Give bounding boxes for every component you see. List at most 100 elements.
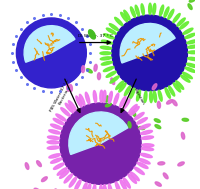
Ellipse shape: [69, 84, 72, 91]
Ellipse shape: [131, 111, 135, 117]
Ellipse shape: [110, 78, 114, 84]
Ellipse shape: [138, 124, 150, 129]
Ellipse shape: [120, 180, 126, 189]
Ellipse shape: [187, 4, 191, 9]
Ellipse shape: [154, 182, 161, 186]
Ellipse shape: [69, 177, 76, 187]
Ellipse shape: [143, 91, 146, 102]
Ellipse shape: [172, 83, 180, 92]
Ellipse shape: [140, 4, 144, 15]
Ellipse shape: [113, 93, 118, 105]
Ellipse shape: [108, 91, 112, 103]
Ellipse shape: [99, 185, 102, 189]
Ellipse shape: [179, 22, 188, 29]
Ellipse shape: [50, 124, 62, 129]
Ellipse shape: [60, 108, 70, 116]
Ellipse shape: [167, 9, 173, 19]
Ellipse shape: [100, 57, 111, 60]
Ellipse shape: [65, 103, 73, 113]
Ellipse shape: [103, 34, 114, 39]
Text: digestion: digestion: [132, 87, 144, 106]
Ellipse shape: [136, 90, 140, 101]
Ellipse shape: [123, 10, 129, 20]
Wedge shape: [120, 23, 174, 63]
Ellipse shape: [163, 7, 168, 18]
Ellipse shape: [41, 177, 47, 182]
Text: PBS Water, 37 ° C
Bacteria: PBS Water, 37 ° C Bacteria: [50, 78, 74, 115]
Ellipse shape: [99, 52, 111, 55]
Ellipse shape: [172, 13, 179, 23]
Ellipse shape: [154, 125, 160, 129]
Ellipse shape: [141, 136, 153, 139]
Ellipse shape: [47, 141, 59, 144]
Ellipse shape: [130, 7, 135, 17]
Ellipse shape: [187, 51, 198, 54]
Ellipse shape: [177, 162, 183, 166]
Ellipse shape: [149, 91, 152, 103]
Ellipse shape: [140, 153, 151, 158]
Ellipse shape: [152, 3, 155, 15]
Ellipse shape: [175, 81, 183, 89]
Ellipse shape: [180, 75, 189, 82]
Wedge shape: [68, 112, 127, 154]
Ellipse shape: [53, 163, 64, 169]
Ellipse shape: [122, 99, 129, 109]
Ellipse shape: [119, 96, 125, 107]
Ellipse shape: [127, 174, 136, 183]
Ellipse shape: [115, 81, 123, 90]
Ellipse shape: [50, 158, 62, 163]
Ellipse shape: [36, 161, 41, 167]
Ellipse shape: [94, 64, 97, 71]
Ellipse shape: [135, 5, 139, 16]
Ellipse shape: [68, 101, 76, 111]
Ellipse shape: [56, 114, 66, 121]
Ellipse shape: [166, 100, 172, 104]
Ellipse shape: [136, 118, 147, 124]
Ellipse shape: [181, 118, 188, 121]
Circle shape: [16, 18, 86, 88]
Ellipse shape: [129, 88, 134, 99]
Ellipse shape: [168, 86, 174, 96]
Ellipse shape: [141, 147, 153, 151]
Ellipse shape: [102, 90, 105, 103]
Ellipse shape: [124, 86, 130, 96]
Ellipse shape: [186, 63, 196, 67]
Ellipse shape: [164, 88, 170, 98]
Ellipse shape: [100, 46, 111, 49]
Ellipse shape: [141, 144, 153, 147]
Ellipse shape: [105, 103, 111, 107]
Ellipse shape: [115, 182, 120, 189]
Ellipse shape: [154, 119, 160, 122]
Circle shape: [111, 15, 187, 91]
Ellipse shape: [103, 67, 113, 72]
Ellipse shape: [134, 167, 144, 175]
Ellipse shape: [88, 30, 95, 39]
Ellipse shape: [81, 66, 84, 73]
Ellipse shape: [34, 188, 40, 189]
Ellipse shape: [151, 84, 156, 90]
Ellipse shape: [57, 168, 67, 175]
Ellipse shape: [49, 154, 60, 158]
Ellipse shape: [53, 118, 64, 125]
Circle shape: [60, 103, 140, 184]
Ellipse shape: [140, 130, 152, 135]
Ellipse shape: [105, 96, 108, 102]
Ellipse shape: [120, 12, 127, 22]
Ellipse shape: [153, 91, 156, 102]
Ellipse shape: [101, 61, 112, 65]
Ellipse shape: [99, 90, 102, 102]
Ellipse shape: [86, 69, 92, 73]
Ellipse shape: [176, 18, 184, 26]
Ellipse shape: [133, 112, 143, 120]
Ellipse shape: [159, 5, 163, 16]
Ellipse shape: [86, 184, 90, 189]
Ellipse shape: [92, 184, 95, 189]
Ellipse shape: [25, 163, 29, 169]
Ellipse shape: [47, 146, 59, 149]
Ellipse shape: [158, 90, 161, 101]
Ellipse shape: [136, 162, 147, 168]
Ellipse shape: [148, 3, 151, 15]
Ellipse shape: [129, 107, 138, 115]
Ellipse shape: [101, 40, 112, 44]
Ellipse shape: [162, 173, 167, 179]
